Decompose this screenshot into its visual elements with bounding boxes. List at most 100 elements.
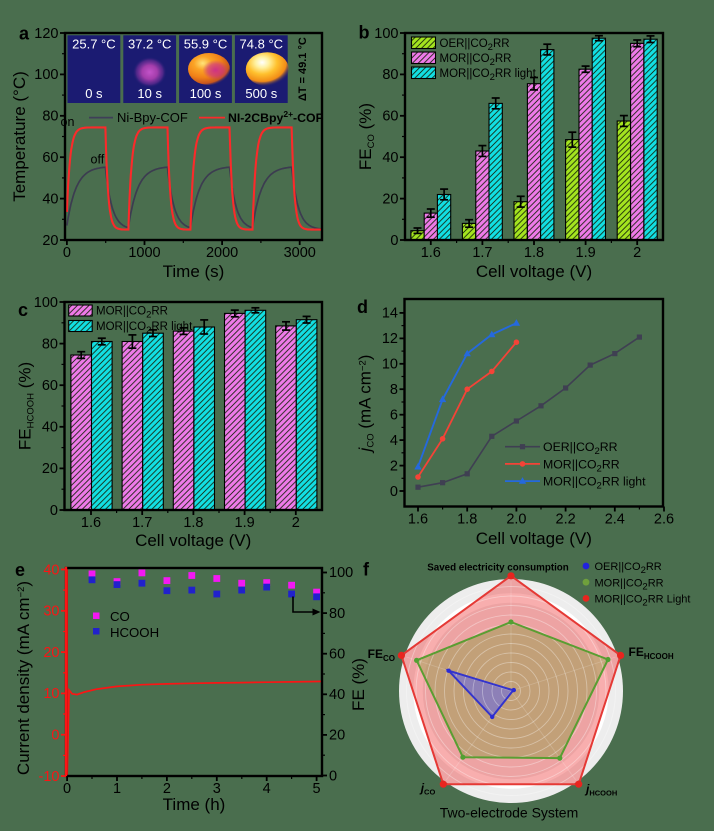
svg-text:2: 2 (292, 515, 300, 531)
svg-text:2: 2 (633, 245, 641, 261)
svg-text:2: 2 (390, 458, 398, 474)
svg-text:100: 100 (329, 565, 353, 581)
svg-text:1.6: 1.6 (408, 512, 428, 528)
svg-text:2.4: 2.4 (605, 512, 625, 528)
svg-text:3000: 3000 (284, 245, 316, 261)
svg-text:Two-electrode System: Two-electrode System (440, 805, 579, 821)
svg-text:2.2: 2.2 (556, 512, 576, 528)
svg-text:60: 60 (329, 647, 345, 663)
svg-text:Cell voltage (V): Cell voltage (V) (476, 529, 592, 548)
svg-text:Current density (mA cm−2​): Current density (mA cm−2​) (14, 581, 33, 775)
svg-text:100: 100 (374, 26, 398, 42)
svg-text:NI-2CBpy2+​-COF: NI-2CBpy2+​-COF (228, 109, 324, 125)
svg-text:d: d (357, 297, 368, 317)
svg-text:Time (h): Time (h) (163, 795, 226, 814)
svg-text:40: 40 (42, 420, 58, 436)
svg-text:8: 8 (390, 382, 398, 398)
svg-text:500 s: 500 s (245, 86, 277, 101)
svg-text:20: 20 (42, 461, 58, 477)
svg-text:4: 4 (263, 781, 271, 797)
svg-text:1.8: 1.8 (183, 515, 203, 531)
svg-text:0: 0 (329, 768, 337, 784)
svg-text:Ni-Bpy-COF: Ni-Bpy-COF (117, 110, 188, 125)
svg-text:MOR||CO2​RR light: MOR||CO2​RR light (543, 475, 646, 492)
svg-text:OER||CO2​RR: OER||CO2​RR (543, 440, 618, 457)
svg-text:74.8 °C: 74.8 °C (240, 37, 284, 52)
svg-text:0 s: 0 s (85, 86, 103, 101)
svg-text:MOR||CO2​RR: MOR||CO2​RR (96, 306, 168, 321)
svg-text:0: 0 (51, 728, 59, 744)
svg-text:1.8: 1.8 (524, 245, 544, 261)
svg-text:80: 80 (42, 109, 58, 125)
svg-text:1.7: 1.7 (132, 515, 152, 531)
svg-text:2.0: 2.0 (506, 512, 526, 528)
svg-text:80: 80 (329, 606, 345, 622)
svg-text:20: 20 (329, 728, 345, 744)
svg-text:4: 4 (390, 433, 398, 449)
svg-text:jCO​: jCO​ (419, 781, 436, 797)
svg-text:e: e (15, 560, 25, 580)
svg-text:f: f (363, 560, 370, 580)
svg-text:3: 3 (213, 781, 221, 797)
svg-text:Saved electricity consumption: Saved electricity consumption (427, 563, 569, 574)
svg-text:1.7: 1.7 (472, 245, 492, 261)
svg-text:1.6: 1.6 (421, 245, 441, 261)
svg-text:80: 80 (382, 67, 398, 83)
svg-text:100: 100 (34, 295, 58, 311)
svg-text:MOR||CO2​RR: MOR||CO2​RR (440, 53, 512, 68)
svg-text:jCO​ (mA cm−2​): jCO​ (mA cm−2​) (356, 355, 377, 454)
svg-text:40: 40 (382, 150, 398, 166)
svg-text:Temperature (°C): Temperature (°C) (10, 71, 29, 202)
svg-text:b: b (359, 23, 370, 43)
svg-text:MOR||CO2​RR Light: MOR||CO2​RR Light (595, 594, 691, 609)
svg-text:0: 0 (50, 503, 58, 519)
svg-text:60: 60 (42, 378, 58, 394)
svg-text:Time (s): Time (s) (163, 262, 225, 281)
svg-text:a: a (19, 24, 30, 44)
svg-text:40: 40 (43, 562, 59, 578)
svg-text:25.7 °C: 25.7 °C (72, 37, 116, 52)
svg-text:1000: 1000 (128, 245, 160, 261)
svg-text:MOR||CO2​RR light: MOR||CO2​RR light (440, 68, 537, 83)
svg-text:10 s: 10 s (137, 86, 162, 101)
svg-text:MOR||CO2​RR light: MOR||CO2​RR light (96, 321, 193, 336)
svg-text:OER||CO2​RR: OER||CO2​RR (440, 38, 510, 53)
svg-text:37.2 °C: 37.2 °C (128, 37, 172, 52)
svg-text:1.8: 1.8 (457, 512, 477, 528)
svg-text:40: 40 (329, 687, 345, 703)
svg-text:55.9 °C: 55.9 °C (184, 37, 228, 52)
svg-text:20: 20 (42, 233, 58, 249)
svg-text:6: 6 (390, 408, 398, 424)
svg-text:off: off (91, 153, 105, 167)
svg-text:0: 0 (390, 233, 398, 249)
svg-text:60: 60 (382, 109, 398, 125)
svg-text:2.6: 2.6 (654, 512, 674, 528)
svg-text:80: 80 (42, 336, 58, 352)
svg-text:20: 20 (382, 191, 398, 207)
svg-text:1: 1 (113, 781, 121, 797)
svg-text:1.9: 1.9 (235, 515, 255, 531)
svg-text:Cell voltage (V): Cell voltage (V) (135, 531, 251, 550)
svg-text:120: 120 (34, 26, 58, 42)
svg-text:on: on (61, 115, 75, 129)
svg-text:0: 0 (390, 484, 398, 500)
svg-text:2000: 2000 (206, 245, 238, 261)
svg-text:FE (%): FE (%) (349, 658, 368, 711)
svg-text:100 s: 100 s (190, 86, 222, 101)
svg-text:20: 20 (43, 645, 59, 661)
svg-text:jHCOOH​: jHCOOH​ (584, 782, 617, 798)
svg-text:Cell voltage (V): Cell voltage (V) (476, 262, 592, 281)
svg-text:-10: -10 (39, 769, 60, 785)
svg-text:HCOOH: HCOOH (110, 625, 159, 640)
svg-text:CO: CO (110, 609, 130, 624)
svg-text:0: 0 (63, 245, 71, 261)
svg-text:60: 60 (42, 150, 58, 166)
svg-text:1.9: 1.9 (576, 245, 596, 261)
svg-text:14: 14 (382, 306, 398, 322)
svg-text:12: 12 (382, 331, 398, 347)
svg-text:10: 10 (382, 357, 398, 373)
svg-text:c: c (18, 300, 28, 320)
svg-text:MOR||CO2​RR: MOR||CO2​RR (595, 577, 664, 592)
svg-text:40: 40 (42, 191, 58, 207)
svg-text:30: 30 (43, 604, 59, 620)
